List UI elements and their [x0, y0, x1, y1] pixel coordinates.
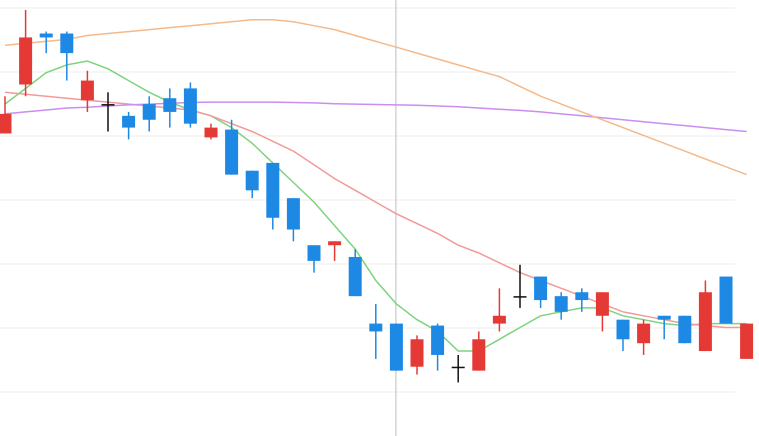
candle-body-13	[266, 162, 280, 218]
candle-body-20	[410, 339, 424, 367]
candle-body-36	[740, 323, 754, 359]
candle-body-11	[225, 129, 239, 175]
candle-body-2	[39, 33, 53, 38]
candle-body-31	[637, 323, 651, 344]
candle-body-23	[472, 339, 486, 371]
candle-9	[183, 82, 197, 128]
candle-20	[410, 335, 424, 375]
candle-body-10	[204, 127, 218, 138]
candle-35	[719, 276, 733, 324]
candle-33	[678, 315, 692, 344]
candle-18	[369, 304, 383, 359]
candle-26	[534, 276, 548, 308]
candle-10	[204, 123, 218, 140]
moving-average-lines	[4, 19, 747, 352]
candle-body-21	[431, 325, 445, 355]
candle-body-12	[245, 170, 259, 191]
candle-body-3	[60, 33, 74, 54]
candle-32	[657, 315, 671, 340]
candle-body-29	[595, 292, 609, 316]
candle-body-18	[369, 323, 383, 332]
candle-0	[0, 96, 12, 134]
candle-body-34	[698, 292, 712, 352]
candle-11	[225, 119, 239, 175]
candle-body-27	[554, 296, 568, 312]
candle-body-16	[328, 241, 342, 246]
candle-body-8	[163, 98, 177, 112]
candle-body-19	[389, 323, 403, 371]
candle-3	[60, 31, 74, 81]
candle-body-30	[616, 319, 630, 340]
candle-body-7	[142, 104, 156, 120]
candle-body-1	[19, 37, 33, 85]
candle-15	[307, 245, 321, 273]
ma-line-3	[4, 19, 747, 176]
candle-body-4	[80, 80, 94, 101]
candle-body-9	[183, 88, 197, 124]
candle-7	[142, 96, 156, 132]
ma-line-1	[4, 91, 747, 329]
ma-line-2	[4, 101, 747, 133]
candle-12	[245, 170, 259, 199]
candle-body-35	[719, 276, 733, 324]
ma-line-0	[4, 60, 747, 352]
candle-6	[122, 111, 136, 140]
candle-13	[266, 162, 280, 230]
candle-19	[389, 323, 403, 371]
candle-body-14	[286, 198, 300, 230]
candle-body-33	[678, 315, 692, 344]
candle-5	[101, 92, 115, 132]
candle-4	[80, 70, 94, 112]
candle-30	[616, 319, 630, 352]
candle-body-17	[348, 256, 362, 297]
candle-body-15	[307, 245, 321, 261]
candle-body-22	[451, 366, 465, 369]
candle-16	[328, 241, 342, 261]
candle-21	[431, 323, 445, 371]
grid-lines	[0, 7, 735, 393]
candle-31	[637, 319, 651, 355]
candle-body-24	[492, 315, 506, 324]
candle-25	[513, 264, 527, 308]
candle-14	[286, 198, 300, 242]
candle-body-5	[101, 104, 115, 106]
candle-29	[595, 292, 609, 332]
candle-body-25	[513, 296, 527, 298]
candle-2	[39, 31, 53, 54]
candle-23	[472, 331, 486, 371]
candles	[0, 10, 754, 383]
candle-body-0	[0, 113, 12, 134]
candle-body-32	[657, 315, 671, 320]
candle-28	[575, 288, 589, 312]
candle-34	[698, 280, 712, 352]
candle-body-6	[122, 115, 136, 128]
candle-8	[163, 88, 177, 128]
candle-body-26	[534, 276, 548, 301]
candle-36	[740, 323, 754, 359]
candle-24	[492, 288, 506, 332]
candle-1	[19, 10, 33, 97]
candle-27	[554, 292, 568, 320]
candle-17	[348, 249, 362, 297]
candle-22	[451, 354, 465, 383]
candle-body-28	[575, 292, 589, 301]
